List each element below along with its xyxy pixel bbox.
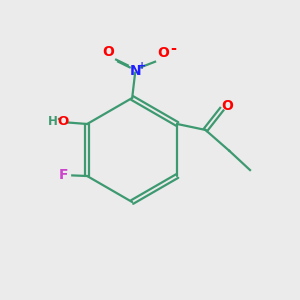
Text: F: F [58, 168, 68, 182]
Text: O: O [57, 116, 68, 128]
Text: N: N [129, 64, 141, 78]
Text: H: H [48, 116, 58, 128]
Text: +: + [138, 61, 146, 71]
Text: O: O [103, 45, 114, 59]
Text: -: - [170, 41, 176, 56]
Text: O: O [221, 99, 233, 113]
Text: ·: · [55, 111, 60, 129]
Text: O: O [158, 46, 169, 60]
